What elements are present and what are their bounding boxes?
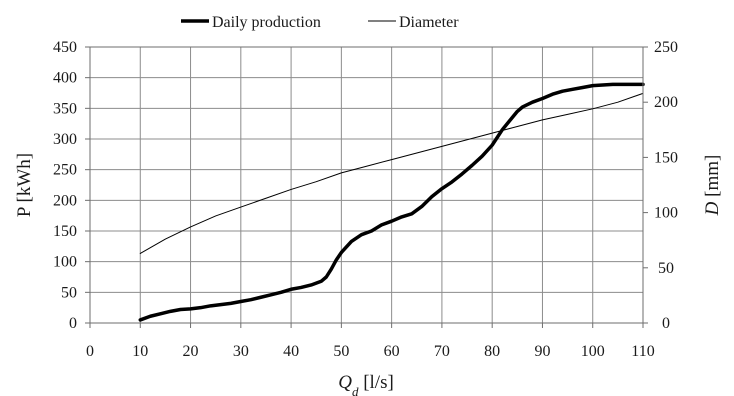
- x-tick-label: 100: [581, 343, 605, 360]
- x-tick-label: 50: [333, 343, 349, 360]
- x-tick-label: 60: [384, 343, 400, 360]
- y-left-tick-label: 300: [53, 131, 77, 148]
- y-left-axis-title: P [kWh]: [14, 153, 35, 217]
- x-axis-title-symbol: Q: [338, 372, 352, 393]
- x-axis-title-subscript: d: [352, 384, 359, 396]
- axis-titles: P [kWh] D [mm] Qd [l/s]: [14, 153, 723, 396]
- x-tick-label: 110: [631, 343, 654, 360]
- y-left-tick-label: 150: [53, 223, 77, 240]
- x-tick-label: 20: [183, 343, 199, 360]
- y-right-tick-label: 150: [654, 149, 678, 166]
- y-right-axis-title-symbol: D: [702, 201, 723, 216]
- y-right-tick-label: 250: [654, 39, 678, 56]
- x-tick-label: 40: [283, 343, 299, 360]
- x-tick-label: 70: [434, 343, 450, 360]
- y-left-tick-label: 400: [53, 70, 77, 87]
- y-right-axis-title: D [mm]: [702, 155, 723, 217]
- series-layer: [138, 82, 645, 322]
- x-tick-label: 30: [233, 343, 249, 360]
- y-right-tick-label: 50: [658, 260, 674, 277]
- axes: 0 10 20 30 40 50 60 70 80 90 100 110 0 50 100 150 200 250…: [53, 39, 678, 360]
- y-left-tick-label: 50: [61, 284, 77, 301]
- x-tick-label: 80: [484, 343, 500, 360]
- y-right-tick-label: 100: [654, 205, 678, 222]
- y-right-axis-title-unit: [mm]: [702, 155, 723, 202]
- y-left-tick-label: 200: [53, 192, 77, 209]
- x-axis-title-unit: [l/s]: [358, 372, 393, 393]
- grid: [89, 46, 644, 324]
- legend-label-daily-production: Daily production: [212, 14, 321, 31]
- plot-frame: [89, 46, 644, 324]
- y-left-tick-label: 100: [53, 254, 77, 271]
- y-left-tick-label: 450: [53, 39, 77, 56]
- y-left-tick-label: 350: [53, 100, 77, 117]
- x-tick-label: 0: [86, 343, 94, 360]
- x-tick-label: 10: [132, 343, 148, 360]
- y-right-tick-label: 200: [654, 94, 678, 111]
- y-left-tick-label: 250: [53, 162, 77, 179]
- series-line-daily-production: [138, 82, 645, 322]
- legend: Daily production Diameter: [181, 14, 459, 31]
- series-line-diameter: [139, 92, 644, 254]
- x-tick-label: 90: [534, 343, 550, 360]
- y-right-tick-label: 0: [662, 315, 670, 332]
- y-left-tick-label: 0: [69, 315, 77, 332]
- legend-label-diameter: Diameter: [399, 14, 459, 31]
- x-axis-title: Qd [l/s]: [338, 372, 394, 396]
